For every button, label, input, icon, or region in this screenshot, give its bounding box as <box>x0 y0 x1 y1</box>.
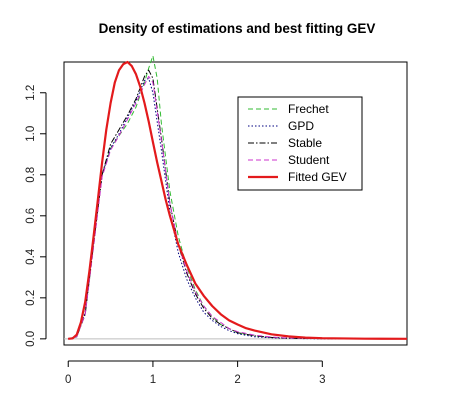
legend-label-gpd: GPD <box>288 119 314 133</box>
legend: Frechet GPD Stable Student Fitted GEV <box>237 96 363 191</box>
legend-label-stable: Stable <box>288 136 322 150</box>
y-tick-label: 0.8 <box>25 167 37 183</box>
chart-title: Density of estimations and best fitting … <box>99 21 376 36</box>
x-tick-label: 0 <box>65 374 71 386</box>
y-tick-label: 1.0 <box>25 126 37 142</box>
series-line-stable <box>68 69 407 340</box>
x-tick-label: 1 <box>150 374 156 386</box>
x-tick-label: 2 <box>234 374 240 386</box>
series-line-fitted-gev <box>68 60 408 340</box>
legend-label-student: Student <box>288 153 330 167</box>
y-tick-label: 0.2 <box>25 290 37 306</box>
y-tick-label: 0.6 <box>25 208 37 224</box>
plot-frame <box>63 61 408 346</box>
y-tick-label: 0.0 <box>25 331 37 347</box>
legend-label-fitted-gev: Fitted GEV <box>288 170 347 184</box>
y-tick-label: 0.4 <box>25 248 37 265</box>
legend-box <box>237 96 363 191</box>
series-line-student <box>68 75 407 340</box>
x-tick-label: 3 <box>319 374 325 386</box>
y-tick-label: 1.2 <box>25 85 37 101</box>
legend-label-frechet: Frechet <box>288 102 329 116</box>
